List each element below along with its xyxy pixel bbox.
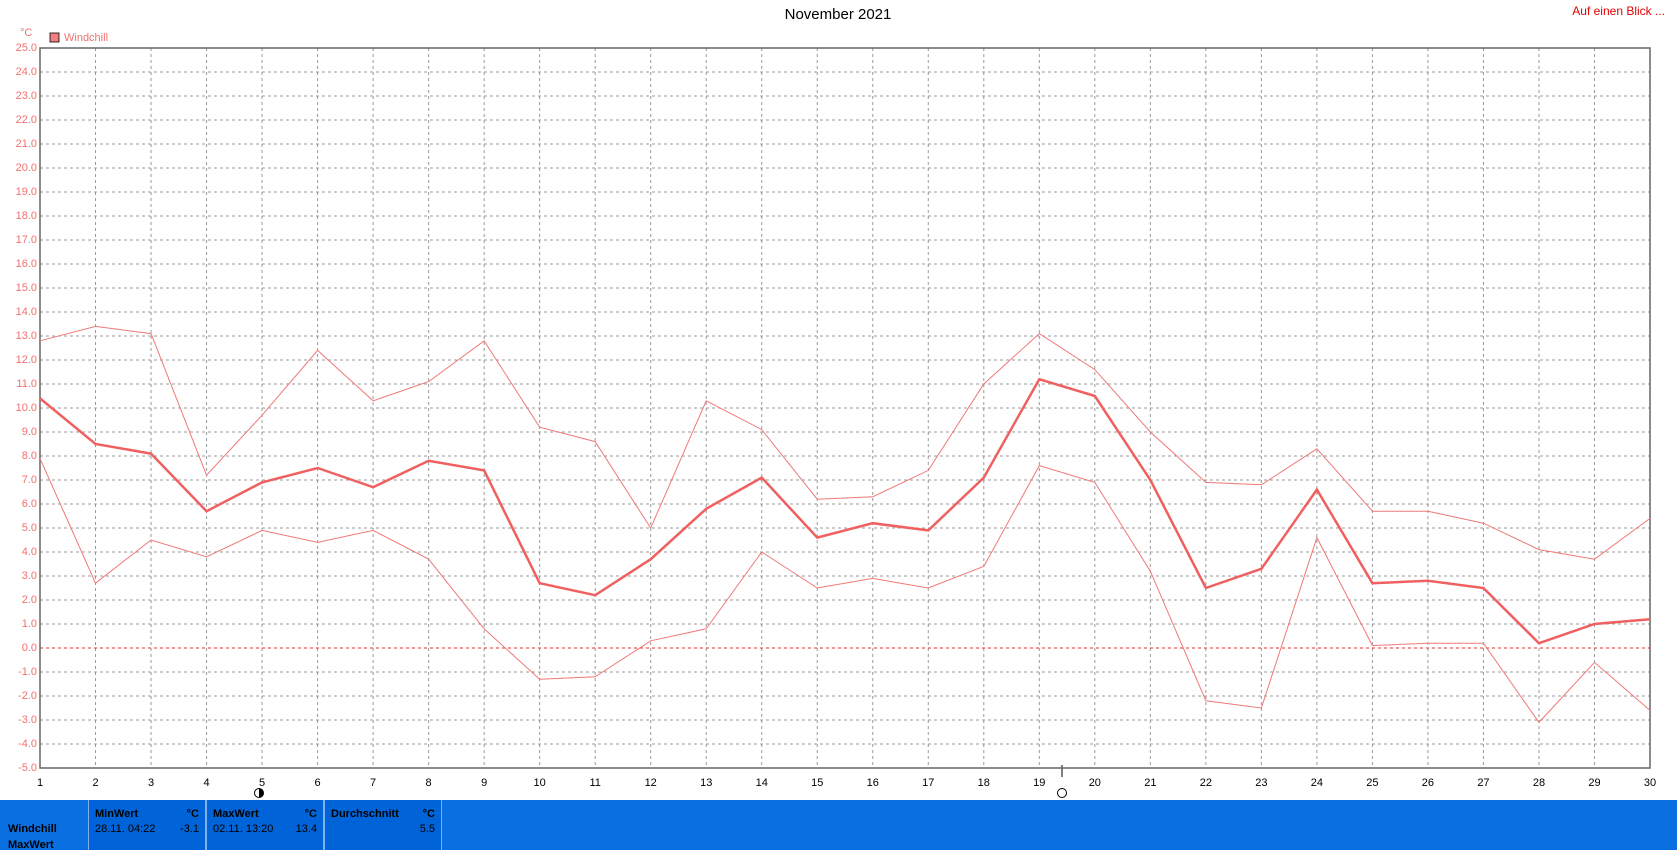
- y-tick-label: 24.0: [16, 66, 37, 78]
- x-tick-label: 12: [645, 777, 657, 789]
- x-tick-label: 11: [589, 777, 600, 789]
- stat-header: MinWert: [95, 808, 139, 820]
- stat-value: 5.5: [419, 823, 435, 835]
- y-tick-label: 19.0: [16, 186, 37, 198]
- stat-box: MaxWert °C 02.11. 13:20 13.4: [206, 800, 324, 850]
- chart: November 2021 Auf einen Blick ... °C Win…: [16, 4, 1665, 798]
- data-line: [39, 325, 1651, 560]
- x-tick-label: 5: [259, 777, 265, 789]
- x-tick-label: 2: [92, 777, 98, 789]
- y-tick-label: 14.0: [16, 306, 37, 318]
- stat-time: 28.11. 04:22: [95, 823, 156, 835]
- y-tick-label: 7.0: [22, 474, 37, 486]
- x-tick-label: 28: [1533, 777, 1545, 789]
- x-tick-label: 18: [978, 777, 990, 789]
- y-tick-label: 23.0: [16, 90, 37, 102]
- y-tick-label: 4.0: [22, 546, 37, 558]
- x-tick-label: 24: [1311, 777, 1323, 789]
- stat-value: 13.4: [295, 823, 317, 835]
- data-line: [39, 458, 1651, 724]
- summary-bar: Windchill MaxWert MinWert °C 28.11. 04:2…: [0, 800, 1677, 851]
- stat-header: Durchschnitt: [331, 808, 399, 820]
- x-tick-label: 13: [700, 777, 712, 789]
- x-tick-label: 7: [370, 777, 376, 789]
- y-tick-label: 25.0: [16, 42, 37, 54]
- y-tick-label: -2.0: [18, 690, 37, 702]
- x-tick-label: 14: [756, 777, 768, 789]
- chart-title: November 2021: [785, 6, 892, 23]
- y-tick-label: 9.0: [22, 426, 37, 438]
- x-tick-label: 3: [148, 777, 154, 789]
- legend-label: Windchill: [64, 32, 108, 44]
- y-tick-label: -1.0: [18, 666, 37, 678]
- x-tick-label: 23: [1255, 777, 1267, 789]
- x-tick-label: 22: [1200, 777, 1212, 789]
- x-tick-label: 26: [1422, 777, 1434, 789]
- x-tick-label: 1: [37, 777, 43, 789]
- stat-box: Durchschnitt °C 5.5: [324, 800, 442, 850]
- y-tick-label: 18.0: [16, 210, 37, 222]
- x-tick-label: 19: [1033, 777, 1045, 789]
- x-tick-label: 20: [1089, 777, 1101, 789]
- y-tick-label: 6.0: [22, 498, 37, 510]
- y-tick-label: 3.0: [22, 570, 37, 582]
- stat-unit: °C: [304, 808, 317, 820]
- y-tick-label: -3.0: [18, 714, 37, 726]
- x-tick-label: 15: [811, 777, 823, 789]
- y-tick-label: 15.0: [16, 282, 37, 294]
- moon-icon: [1057, 788, 1067, 798]
- x-tick-label: 29: [1588, 777, 1600, 789]
- y-tick-label: 22.0: [16, 114, 37, 126]
- x-tick-label: 25: [1366, 777, 1378, 789]
- x-tick-label: 27: [1477, 777, 1489, 789]
- stat-box: MinWert °C 28.11. 04:22 -3.1: [88, 800, 206, 850]
- x-tick-label: 8: [426, 777, 432, 789]
- y-tick-label: 21.0: [16, 138, 37, 150]
- legend-swatch: [49, 32, 60, 43]
- y-tick-label: 12.0: [16, 354, 37, 366]
- y-tick-label: 2.0: [22, 594, 37, 606]
- y-tick-label: 8.0: [22, 450, 37, 462]
- stat-header: MaxWert: [213, 808, 259, 820]
- stat-unit: °C: [422, 808, 435, 820]
- x-tick-label: 17: [922, 777, 934, 789]
- x-tick-label: 16: [867, 777, 879, 789]
- stat-value: -3.1: [180, 823, 199, 835]
- unit-label: °C: [20, 27, 32, 39]
- y-tick-label: -4.0: [18, 738, 37, 750]
- x-tick-label: 10: [534, 777, 546, 789]
- stat-unit: °C: [186, 808, 199, 820]
- link[interactable]: Auf einen Blick ...: [1572, 4, 1665, 18]
- x-tick-label: 9: [481, 777, 487, 789]
- x-tick-label: 4: [203, 777, 209, 789]
- y-tick-label: 16.0: [16, 258, 37, 270]
- x-tick-label: 30: [1644, 777, 1656, 789]
- y-tick-label: 13.0: [16, 330, 37, 342]
- x-tick-label: 6: [315, 777, 321, 789]
- moon-icon: [259, 788, 264, 798]
- x-tick-label: 21: [1144, 777, 1156, 789]
- y-tick-label: 5.0: [22, 522, 37, 534]
- y-tick-label: 20.0: [16, 162, 37, 174]
- plot-frame: [39, 47, 1651, 769]
- y-tick-label: 10.0: [16, 402, 37, 414]
- y-tick-label: 17.0: [16, 234, 37, 246]
- data-line: [39, 377, 1651, 645]
- y-tick-label: 1.0: [22, 618, 37, 630]
- row-label: MaxWert: [8, 839, 54, 851]
- y-tick-label: 11.0: [16, 378, 37, 390]
- stat-time: 02.11. 13:20: [213, 823, 274, 835]
- y-tick-label: -5.0: [18, 762, 37, 774]
- y-tick-label: 0.0: [22, 642, 37, 654]
- row-label: Windchill: [8, 823, 57, 835]
